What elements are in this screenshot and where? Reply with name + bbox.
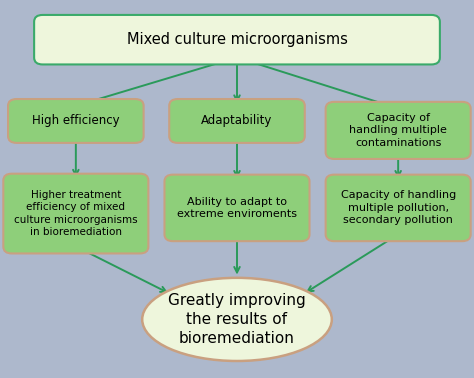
FancyBboxPatch shape — [326, 175, 471, 241]
FancyBboxPatch shape — [34, 15, 440, 65]
FancyBboxPatch shape — [8, 99, 144, 143]
Text: Adaptability: Adaptability — [201, 115, 273, 127]
FancyBboxPatch shape — [326, 102, 471, 159]
Text: Capacity of
handling multiple
contaminations: Capacity of handling multiple contaminat… — [349, 113, 447, 148]
Ellipse shape — [142, 278, 332, 361]
FancyBboxPatch shape — [164, 175, 310, 241]
FancyBboxPatch shape — [3, 174, 148, 254]
Text: Ability to adapt to
extreme enviroments: Ability to adapt to extreme enviroments — [177, 197, 297, 219]
Text: Mixed culture microorganisms: Mixed culture microorganisms — [127, 32, 347, 47]
Text: High efficiency: High efficiency — [32, 115, 119, 127]
Text: Higher treatment
efficiency of mixed
culture microorganisms
in bioremediation: Higher treatment efficiency of mixed cul… — [14, 190, 137, 237]
FancyBboxPatch shape — [169, 99, 305, 143]
Text: Capacity of handling
multiple pollution,
secondary pollution: Capacity of handling multiple pollution,… — [340, 191, 456, 225]
Text: Greatly improving
the results of
bioremediation: Greatly improving the results of bioreme… — [168, 293, 306, 345]
